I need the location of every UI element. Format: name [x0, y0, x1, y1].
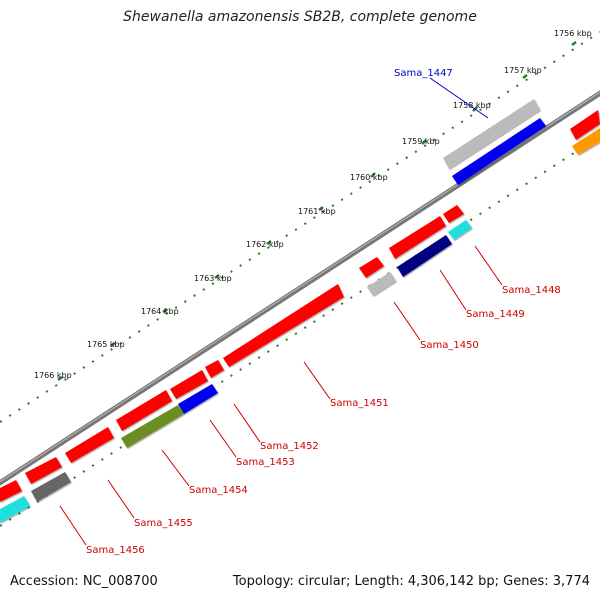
gene-sama-1452-big[interactable]	[170, 370, 208, 399]
leader-sama-1455	[107, 479, 135, 519]
gene-sama-1456-red[interactable]	[25, 457, 62, 484]
tick-1762	[266, 240, 272, 245]
gene-label-sama-1453[interactable]: Sama_1453	[236, 457, 295, 468]
tick-label-1762: 1762 kbp	[246, 240, 284, 249]
gene-sama-1449[interactable]	[397, 235, 452, 277]
gene-sama-1452[interactable]	[205, 360, 224, 378]
leader-sama-1452	[233, 403, 261, 443]
leader-sama-1448	[474, 245, 503, 286]
tick-label-1761: 1761 kbp	[298, 207, 336, 216]
leader-sama-1454	[161, 449, 190, 487]
tick-label-1765: 1765 kbp	[87, 340, 125, 349]
tick-label-1759: 1759 kbp	[402, 137, 440, 146]
tick-label-1760: 1760 kbp	[350, 173, 388, 182]
tick-1766	[57, 376, 63, 381]
outer-major-ticks	[57, 41, 577, 381]
gene-sama-1454[interactable]	[121, 405, 184, 448]
gene-label-sama-1449[interactable]: Sama_1449	[466, 309, 525, 320]
gene-sama-1451[interactable]	[223, 284, 344, 367]
tick-1756	[571, 41, 577, 46]
gene-label-sama-1447[interactable]: Sama_1447	[394, 68, 453, 79]
backbone-highlight	[0, 91, 600, 483]
gene-sama-1454-red[interactable]	[116, 390, 172, 431]
gene-sama-1449-red[interactable]	[389, 216, 446, 259]
gene-label-sama-1455[interactable]: Sama_1455	[134, 518, 193, 529]
tick-label-1764: 1764 kbp	[141, 307, 179, 316]
tick-1759	[421, 139, 427, 145]
tick-1763	[214, 274, 220, 279]
gene-red-far-right[interactable]	[570, 110, 600, 140]
tick-1764	[162, 308, 168, 313]
leader-sama-1451	[303, 361, 331, 400]
accession-text: Accession: NC_008700	[10, 574, 158, 589]
leader-sama-1447	[429, 77, 489, 119]
gene-red-far-left[interactable]	[0, 480, 22, 502]
gene-label-sama-1454[interactable]: Sama_1454	[189, 485, 248, 496]
gene-sama-1456[interactable]	[31, 472, 71, 502]
leader-sama-1453	[209, 419, 237, 458]
gene-sama-1455[interactable]	[65, 427, 114, 463]
map-title: Shewanella amazonensis SB2B, complete ge…	[123, 9, 477, 25]
tick-label-1757: 1757 kbp	[504, 66, 542, 75]
gene-cyan-far-left[interactable]	[0, 496, 30, 523]
gene-sama-1448-cyan[interactable]	[448, 220, 472, 240]
tick-1757	[522, 74, 528, 79]
tick-label-1756: 1756 kbp	[554, 29, 592, 38]
gene-sama-1450-red[interactable]	[359, 257, 384, 278]
tick-label-1758: 1758 kbp	[453, 101, 491, 110]
leader-sama-1450	[393, 301, 421, 341]
outer-tick-row	[0, 31, 600, 423]
tick-1761	[318, 206, 324, 211]
gene-label-sama-1452[interactable]: Sama_1452	[260, 441, 319, 452]
gene-sama-1447-blue[interactable]	[452, 118, 546, 185]
gene-orange-far-right[interactable]	[572, 128, 600, 155]
backbone-line	[0, 90, 600, 486]
gene-sama-1448[interactable]	[443, 205, 464, 223]
inner-tick-row	[0, 135, 600, 527]
gene-sama-1450[interactable]	[367, 272, 396, 296]
tick-1760	[370, 172, 376, 178]
gene-sama-1453[interactable]	[178, 384, 218, 414]
leader-sama-1449	[439, 269, 467, 311]
gene-sama-1447-gray[interactable]	[443, 99, 540, 169]
gene-label-sama-1451[interactable]: Sama_1451	[330, 398, 389, 409]
tick-label-1763: 1763 kbp	[194, 274, 232, 283]
gene-label-sama-1450[interactable]: Sama_1450	[420, 340, 479, 351]
genome-summary: Topology: circular; Length: 4,306,142 bp…	[232, 574, 590, 589]
tick-1765	[110, 342, 116, 347]
leader-sama-1456	[59, 505, 87, 546]
gene-label-sama-1448[interactable]: Sama_1448	[502, 285, 561, 296]
tick-label-1766: 1766 kbp	[34, 371, 72, 380]
gene-label-sama-1456[interactable]: Sama_1456	[86, 545, 145, 556]
